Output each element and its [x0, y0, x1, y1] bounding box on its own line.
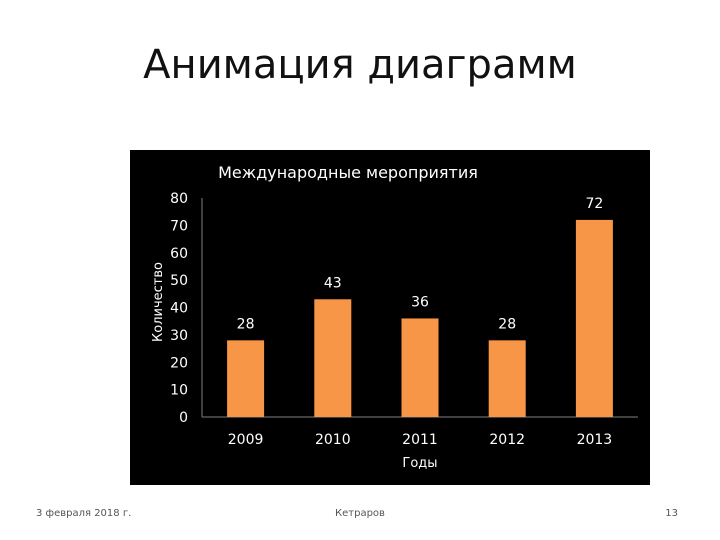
bar-2010 — [314, 299, 352, 417]
data-label: 43 — [324, 275, 342, 291]
bar-2011 — [401, 318, 439, 417]
y-tick-label: 60 — [170, 246, 188, 262]
y-tick-label: 30 — [170, 328, 188, 344]
y-tick-group: 0 10 20 30 40 50 60 70 80 — [170, 191, 188, 426]
footer-author: Кетраров — [335, 508, 385, 519]
chart-title: Международные мероприятия — [218, 163, 478, 182]
data-label: 36 — [411, 294, 429, 310]
bar-2012 — [488, 340, 526, 417]
x-tick-label: 2013 — [577, 432, 613, 448]
footer-date: 3 февраля 2018 г. — [36, 508, 132, 519]
x-tick-label: 2012 — [489, 432, 525, 448]
y-tick-label: 10 — [170, 383, 188, 399]
x-axis-label: Годы — [402, 456, 437, 471]
x-tick-group: 2009 2010 2011 2012 2013 — [228, 432, 612, 448]
data-label: 28 — [498, 316, 516, 332]
x-tick-label: 2009 — [228, 432, 264, 448]
bar-group: 28 43 36 28 72 — [227, 196, 613, 417]
y-tick-label: 20 — [170, 355, 188, 371]
bar-2013 — [575, 219, 613, 417]
page-number: 13 — [665, 508, 678, 519]
y-tick-label: 40 — [170, 301, 188, 317]
y-axis-label: Количество — [151, 262, 166, 342]
x-tick-label: 2010 — [315, 432, 351, 448]
data-label: 28 — [237, 316, 255, 332]
bar-2009 — [227, 340, 265, 417]
slide-title: Анимация диаграмм — [143, 42, 577, 88]
y-tick-label: 80 — [170, 191, 188, 207]
y-tick-label: 0 — [179, 410, 188, 426]
chart-container: Международные мероприятия Количество Год… — [130, 150, 650, 485]
y-tick-label: 50 — [170, 273, 188, 289]
data-label: 72 — [585, 196, 603, 212]
y-tick-label: 70 — [170, 218, 188, 234]
x-tick-label: 2011 — [402, 432, 438, 448]
bar-chart: Международные мероприятия Количество Год… — [151, 163, 638, 471]
